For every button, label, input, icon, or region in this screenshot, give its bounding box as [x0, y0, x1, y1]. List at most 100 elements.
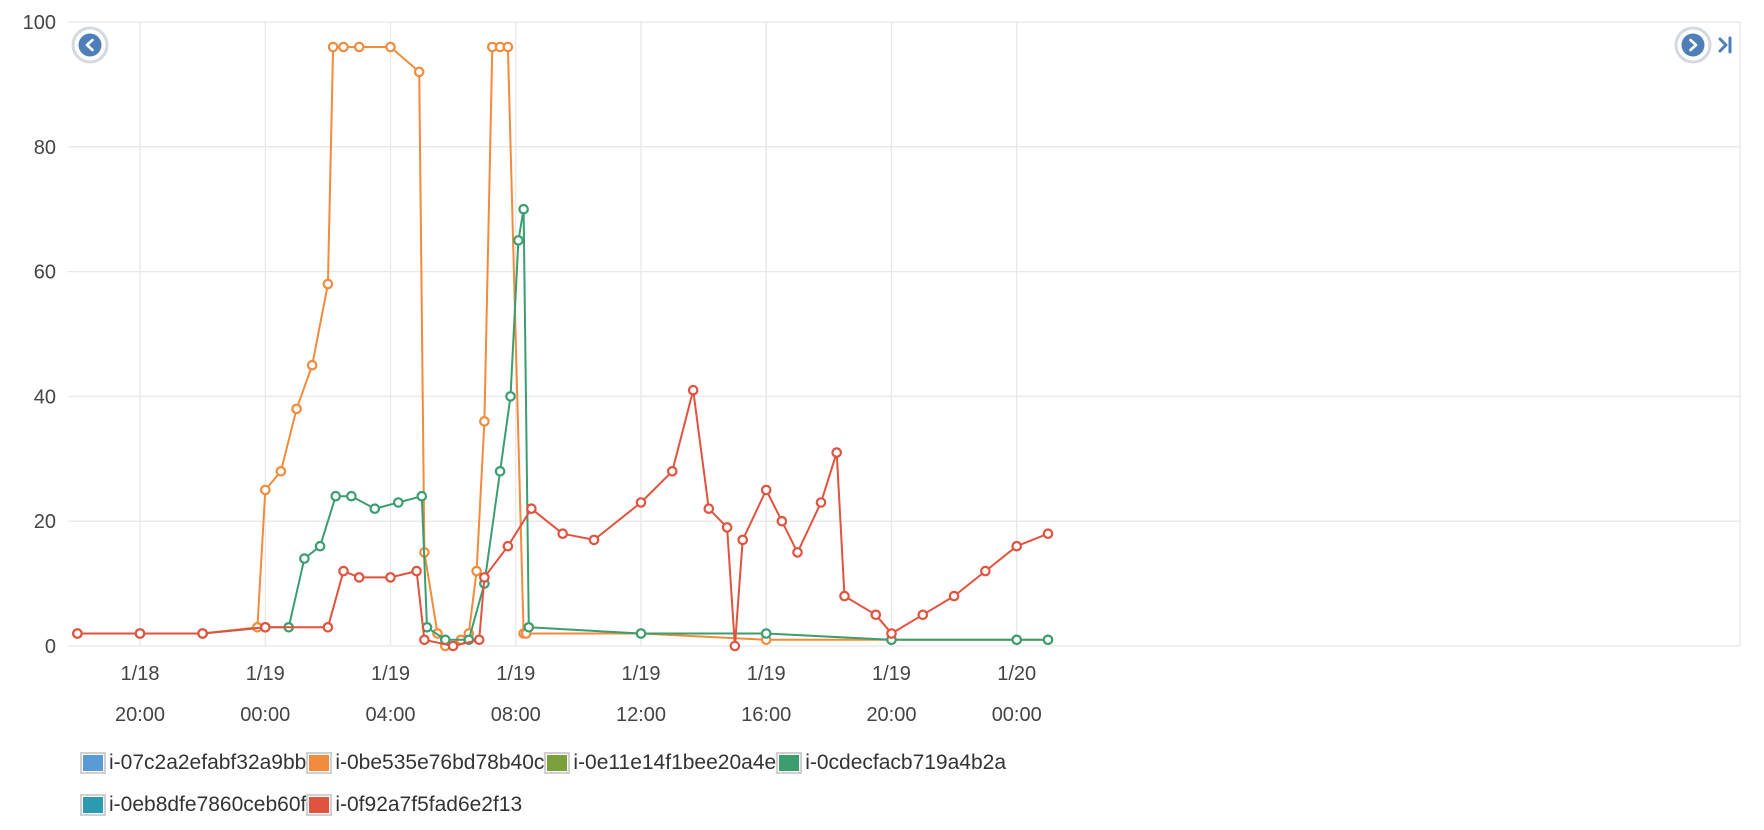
data-point[interactable] [369, 503, 381, 514]
data-point[interactable] [870, 609, 882, 621]
legend-swatch [306, 752, 333, 774]
data-point[interactable] [306, 359, 318, 371]
legend-label: i-0be535e76bd78b40c [335, 751, 545, 774]
data-point[interactable] [479, 572, 490, 583]
data-point[interactable] [760, 484, 772, 496]
data-point[interactable] [134, 628, 146, 639]
data-point[interactable] [314, 540, 326, 552]
data-point[interactable] [721, 522, 733, 533]
data-point[interactable] [1011, 540, 1022, 552]
data-point[interactable] [687, 384, 699, 396]
y-axis-ticks: 0 20 40 60 80 100 [23, 12, 56, 658]
data-point[interactable] [275, 465, 287, 477]
data-point[interactable] [259, 484, 271, 496]
series-i-0be535e76bd78b40c [72, 41, 1054, 652]
data-point[interactable] [330, 490, 341, 502]
data-point[interactable] [419, 634, 430, 646]
data-point[interactable] [917, 609, 929, 621]
legend-label: i-0cdecfacb719a4b2a [805, 751, 1007, 774]
data-point[interactable] [792, 547, 803, 558]
data-point[interactable] [760, 628, 772, 639]
x-tick-time: 04:00 [365, 704, 415, 726]
data-point[interactable] [338, 41, 349, 53]
legend-label: i-0eb8dfe7860ceb60f [109, 793, 307, 816]
data-point[interactable] [411, 565, 422, 577]
data-point[interactable] [502, 540, 514, 552]
data-point[interactable] [737, 534, 748, 546]
data-point[interactable] [588, 534, 600, 546]
data-point[interactable] [385, 41, 396, 53]
data-point[interactable] [557, 528, 568, 539]
data-point[interactable] [471, 565, 482, 577]
legend-item[interactable]: i-0f92a7f5fad6e2f13 [306, 793, 522, 817]
data-point[interactable] [776, 515, 788, 527]
chevron-left-icon [78, 33, 102, 57]
data-point[interactable] [729, 640, 741, 652]
data-point[interactable] [980, 565, 991, 577]
legend-swatch [80, 752, 106, 774]
data-point[interactable] [635, 497, 647, 508]
data-point[interactable] [513, 235, 524, 246]
data-point[interactable] [197, 628, 208, 639]
legend-item[interactable]: i-0eb8dfe7860ceb60f [80, 793, 306, 817]
legend-row: i-0eb8dfe7860ceb60f i-0f92a7f5fad6e2f13 [80, 784, 1180, 826]
data-point[interactable] [886, 628, 897, 639]
data-point[interactable] [447, 640, 459, 652]
data-point[interactable] [518, 203, 529, 215]
legend-item[interactable]: i-0e11e14f1bee20a4e [544, 751, 776, 775]
chevron-right-icon [1681, 33, 1705, 57]
data-point[interactable] [1042, 634, 1054, 646]
data-point[interactable] [1011, 634, 1022, 646]
data-point[interactable] [259, 621, 271, 633]
data-point[interactable] [479, 416, 490, 427]
data-point[interactable] [385, 572, 396, 583]
data-point[interactable] [413, 66, 425, 78]
data-point[interactable] [322, 278, 334, 290]
data-point[interactable] [327, 41, 339, 53]
x-tick-date: 1/19 [747, 663, 786, 685]
y-tick-label: 20 [34, 511, 56, 533]
series-line [77, 208, 1048, 641]
x-tick-time: 00:00 [240, 704, 290, 726]
y-tick-label: 0 [45, 636, 56, 658]
series-i-0cdecfacb719a4b2a [72, 203, 1054, 646]
x-tick-date: 1/19 [496, 663, 535, 685]
data-point[interactable] [505, 391, 516, 402]
legend-item[interactable]: i-07c2a2efabf32a9bb [80, 751, 306, 775]
data-point[interactable] [502, 41, 514, 53]
y-tick-label: 40 [34, 386, 56, 408]
legend-item[interactable]: i-0cdecfacb719a4b2a [776, 751, 1006, 775]
legend-item[interactable]: i-0be535e76bd78b40c [306, 751, 544, 775]
skip-to-end-icon[interactable] [1718, 36, 1732, 54]
data-point[interactable] [291, 403, 302, 415]
data-point[interactable] [831, 447, 842, 458]
data-point[interactable] [666, 465, 678, 477]
data-point[interactable] [338, 565, 349, 577]
data-point[interactable] [353, 572, 365, 583]
x-tick-date: 1/19 [872, 663, 911, 685]
data-point[interactable] [703, 503, 715, 514]
data-point[interactable] [635, 628, 647, 639]
data-point[interactable] [353, 41, 365, 53]
grid [68, 21, 1741, 647]
data-point[interactable] [494, 465, 506, 477]
data-point[interactable] [299, 553, 310, 564]
x-tick-date: 1/19 [622, 663, 661, 685]
data-point[interactable] [526, 503, 537, 514]
data-point[interactable] [839, 590, 850, 602]
data-point[interactable] [815, 497, 827, 508]
y-tick-label: 100 [23, 12, 56, 34]
data-point[interactable] [948, 590, 960, 602]
data-point[interactable] [322, 621, 334, 633]
scroll-right-button[interactable] [1674, 26, 1712, 64]
data-point[interactable] [1042, 528, 1054, 539]
series-line [77, 46, 1048, 647]
scroll-left-button[interactable] [71, 26, 109, 64]
legend-label: i-0e11e14f1bee20a4e [573, 751, 777, 774]
data-point[interactable] [523, 621, 535, 633]
data-point[interactable] [473, 634, 485, 646]
data-point[interactable] [416, 490, 428, 502]
data-point[interactable] [392, 497, 404, 508]
data-point[interactable] [346, 490, 357, 502]
data-point[interactable] [72, 628, 83, 639]
